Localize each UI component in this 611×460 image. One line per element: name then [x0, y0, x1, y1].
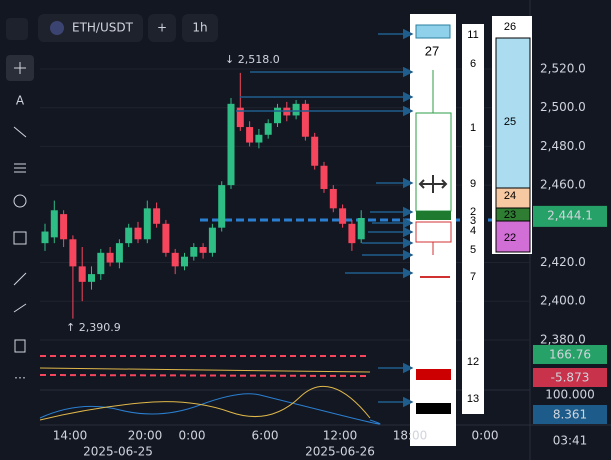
column-title: 26: [504, 21, 516, 33]
candle-body: [255, 134, 263, 143]
marker-label: 2: [470, 206, 476, 218]
interval-button[interactable]: [182, 14, 218, 42]
price-tick-label: 2,500.0: [540, 100, 586, 114]
volume-value: 166.76: [549, 348, 591, 362]
segment-label: 24: [504, 190, 516, 202]
candle-body: [329, 188, 337, 209]
candle-body: [264, 123, 272, 135]
time-label: 6:00: [252, 429, 279, 443]
segment-label: 25: [504, 116, 516, 128]
text-tool[interactable]: A: [16, 94, 25, 108]
marker-label: 1: [470, 122, 476, 134]
candle-body: [181, 256, 188, 267]
eth-icon: [50, 21, 64, 35]
candle-body: [218, 185, 226, 228]
macd-value: -5.873: [551, 371, 590, 385]
marker-label: 9: [470, 178, 476, 190]
candle-body: [348, 223, 356, 244]
add-button[interactable]: [148, 14, 176, 42]
measure-tool[interactable]: [13, 231, 27, 245]
symbol-button[interactable]: [38, 14, 143, 42]
marker-label: 12: [467, 356, 479, 368]
line-tools[interactable]: [13, 126, 27, 173]
current-price: 2,444.1: [547, 208, 593, 222]
time-label: 0:00: [179, 429, 206, 443]
time-label: 20:00: [128, 429, 163, 443]
crosshair-icon: [14, 62, 26, 74]
candle-body: [88, 274, 95, 282]
candle-body: [199, 247, 207, 253]
marker-label: 4: [470, 225, 476, 237]
candle-body: [292, 103, 300, 116]
candle-body: [106, 252, 114, 263]
price-tick-label: 2,380.0: [540, 332, 586, 346]
price-tick-label: 2,460.0: [540, 178, 586, 192]
marker-label: 11: [467, 29, 478, 41]
candle-body: [134, 227, 142, 240]
time-label: 0:00: [472, 429, 499, 443]
macd-box: [533, 368, 607, 387]
candle-body: [171, 252, 179, 267]
current-price-box: [533, 205, 607, 227]
candle-body: [274, 107, 281, 124]
rsi-value: 8.361: [553, 408, 587, 422]
marker-label: 7: [470, 271, 476, 283]
high-label: ↓ 2,518.0: [225, 53, 280, 66]
time-label: 14:00: [53, 429, 88, 443]
candle-body: [50, 210, 58, 238]
candle-body: [246, 127, 254, 143]
more-tools[interactable]: ⋯: [14, 371, 26, 385]
candle-body: [69, 239, 77, 267]
marker-label: 6: [470, 58, 476, 70]
low-label: ↑ 2,390.9: [66, 321, 121, 334]
annotation-panels: [410, 14, 532, 446]
interval: 1h: [192, 21, 207, 35]
candle-body: [41, 231, 49, 244]
candle-body: [236, 107, 244, 128]
candle-body: [78, 266, 86, 282]
box-title: 27: [425, 43, 439, 58]
add-label: +: [157, 21, 167, 35]
segment-label: 22: [504, 232, 516, 244]
candle-body: [357, 217, 365, 240]
symbol: ETH/USDT: [72, 21, 134, 35]
candle-body: [301, 103, 309, 137]
segment-label: 23: [504, 209, 516, 221]
rsi-box: [533, 405, 607, 424]
menu-button[interactable]: [6, 18, 28, 40]
candle-body: [97, 252, 105, 275]
price-tick-label: 2,400.0: [540, 294, 586, 308]
candle-body: [143, 208, 151, 240]
price-tick-label: 2,420.0: [540, 255, 586, 269]
marker-label: 5: [470, 244, 476, 256]
candle-body: [153, 208, 161, 224]
indicator-panes: [39, 355, 381, 425]
candle-body: [162, 223, 170, 253]
candle-body: [208, 227, 216, 253]
candle-body: [60, 214, 68, 240]
shape-tool[interactable]: [13, 194, 27, 208]
time-label: 18:00: [393, 429, 428, 443]
price-tick-label: 2,520.0: [540, 62, 586, 76]
date-label: 2025-06-26: [305, 445, 375, 459]
candle-body: [339, 208, 347, 224]
volume-box: [533, 345, 607, 364]
marker-label: 3: [470, 215, 476, 227]
price-tick-label: 2,480.0: [540, 139, 586, 153]
date-label: 2025-06-25: [83, 445, 153, 459]
rsi-max: 100.000: [545, 388, 595, 402]
candle-body: [125, 227, 133, 244]
marker-label: 13: [467, 393, 479, 405]
candle-body: [320, 165, 328, 189]
clock: 03:41: [553, 434, 588, 448]
candle-body: [227, 103, 235, 186]
arrows: [236, 28, 414, 408]
candle-body: [311, 136, 319, 166]
candle-body: [190, 247, 198, 257]
candle-body: [115, 243, 123, 263]
time-label: 12:00: [323, 429, 358, 443]
misc-tools[interactable]: [13, 272, 27, 353]
